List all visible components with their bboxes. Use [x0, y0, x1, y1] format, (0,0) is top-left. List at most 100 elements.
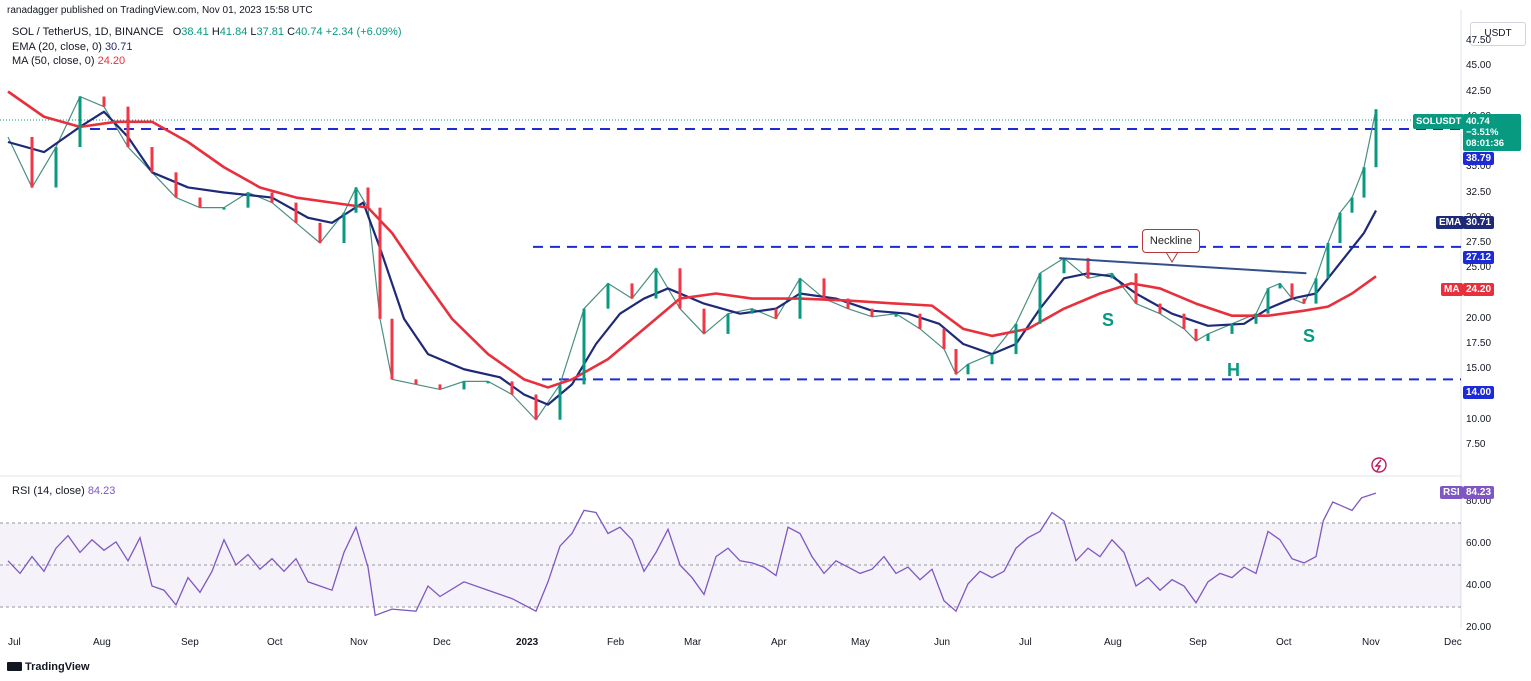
- price-tick: 25.00: [1466, 262, 1492, 274]
- currency-button[interactable]: USDT: [1470, 22, 1526, 46]
- rsi-tick: 60.00: [1466, 538, 1492, 549]
- time-tick: Jun: [934, 637, 951, 648]
- time-tick: Aug: [93, 637, 111, 648]
- price-candle: [846, 298, 850, 309]
- price-candle: [354, 187, 358, 213]
- price-close-line: [7, 95, 1377, 421]
- rsi-tick: 20.00: [1466, 622, 1492, 633]
- price-candle: [366, 187, 370, 208]
- price-candle: [1014, 323, 1018, 355]
- ema-tag-label: EMA: [1436, 216, 1465, 229]
- time-tick: Mar: [684, 637, 702, 648]
- price-candle: [1038, 273, 1042, 324]
- ohlc-low: 37.81: [256, 26, 285, 38]
- symbol-title[interactable]: SOL / TetherUS, 1D, BINANCE: [12, 26, 164, 38]
- price-candle: [1134, 273, 1138, 304]
- price-candle: [942, 328, 946, 350]
- price-candle: [954, 349, 958, 375]
- price-candle: [702, 308, 706, 334]
- price-candle: [246, 192, 250, 208]
- legend-rsi[interactable]: RSI (14, close) 84.23: [12, 485, 116, 497]
- price-candle: [1062, 258, 1066, 274]
- time-tick: Sep: [181, 637, 199, 648]
- price-candle: [870, 308, 874, 317]
- price-candle: [1362, 167, 1366, 198]
- legend-ma-value: 24.20: [97, 55, 126, 67]
- price-candle: [378, 207, 382, 319]
- price-candle: [1338, 212, 1342, 243]
- time-tick: Jul: [1019, 637, 1032, 648]
- price-candle: [774, 308, 778, 319]
- rsi-tag-value: 84.23: [1463, 486, 1495, 499]
- price-candle: [1326, 243, 1330, 279]
- price-tick: 32.50: [1466, 186, 1492, 198]
- price-candle: [1278, 283, 1282, 289]
- price-candle: [750, 308, 754, 314]
- price-candle: [654, 268, 658, 299]
- legend-symbol: SOL / TetherUS, 1D, BINANCE O38.41 H41.8…: [12, 26, 402, 38]
- price-candle: [1302, 298, 1306, 304]
- price-candle: [342, 212, 346, 243]
- time-tick: 2023: [516, 637, 539, 648]
- price-tick: 45.00: [1466, 60, 1492, 72]
- legend-rsi-value: 84.23: [87, 485, 116, 497]
- price-tick: 10.00: [1466, 413, 1492, 425]
- footer-brand: TradingView: [7, 661, 90, 673]
- price-candle: [1182, 313, 1186, 329]
- last-price-box: 40.74 −3.51% 08:01:36: [1463, 114, 1521, 151]
- time-tick: Nov: [350, 637, 368, 648]
- support-tag: 14.00: [1463, 386, 1495, 399]
- price-candle: [1266, 288, 1270, 314]
- tradingview-logo-icon: [7, 662, 22, 671]
- price-candle: [606, 283, 610, 309]
- time-tick: May: [851, 637, 870, 648]
- rsi-tag-label: RSI: [1440, 486, 1463, 499]
- neckline-callout-pointer: [1165, 251, 1179, 263]
- legend-ema[interactable]: EMA (20, close, 0) 30.71: [12, 41, 133, 53]
- rsi-line: [7, 492, 1377, 617]
- resistance-tag: 38.79: [1463, 152, 1495, 165]
- price-candle: [1206, 333, 1210, 341]
- price-candle: [510, 381, 514, 395]
- time-tick: Sep: [1189, 637, 1207, 648]
- price-candle: [678, 268, 682, 309]
- price-tick: 47.50: [1466, 35, 1492, 46]
- price-candle: [582, 308, 586, 385]
- price-candle: [918, 313, 922, 329]
- price-candle: [1194, 328, 1198, 341]
- price-tick: 17.50: [1466, 338, 1492, 349]
- ohlc-close: 40.74: [295, 26, 323, 38]
- price-candle: [630, 283, 634, 299]
- price-candle: [1254, 313, 1258, 324]
- price-candle: [438, 384, 442, 390]
- price-candle: [1230, 323, 1234, 334]
- ma-tag-label: MA: [1441, 283, 1463, 296]
- price-candle: [222, 207, 226, 210]
- price-candle: [294, 202, 298, 223]
- rsi-band-fill: [0, 523, 1461, 607]
- price-candle: [1350, 197, 1354, 213]
- price-candle: [318, 222, 322, 243]
- price-tick: 35.00: [1466, 161, 1492, 173]
- price-candle: [126, 106, 130, 148]
- price-candle: [414, 379, 418, 385]
- price-candle: [990, 354, 994, 365]
- price-tick: 15.00: [1466, 363, 1492, 375]
- last-price-tag: SOLUSDT: [1413, 114, 1465, 129]
- neckline-label[interactable]: Neckline: [1142, 229, 1200, 253]
- price-candle: [822, 278, 826, 299]
- time-tick: Aug: [1104, 637, 1122, 648]
- price-candle: [966, 364, 970, 375]
- price-candle: [1314, 278, 1318, 304]
- price-candle: [894, 313, 898, 317]
- time-tick: Oct: [267, 637, 283, 648]
- price-tick: 27.50: [1466, 237, 1492, 248]
- legend-ma[interactable]: MA (50, close, 0) 24.20: [12, 55, 126, 67]
- price-candle: [486, 381, 490, 384]
- time-tick: Feb: [607, 637, 625, 648]
- price-candle: [1374, 109, 1378, 168]
- price-candle: [462, 381, 466, 390]
- price-candle: [726, 313, 730, 334]
- rsi-tick: 80.00: [1466, 496, 1492, 507]
